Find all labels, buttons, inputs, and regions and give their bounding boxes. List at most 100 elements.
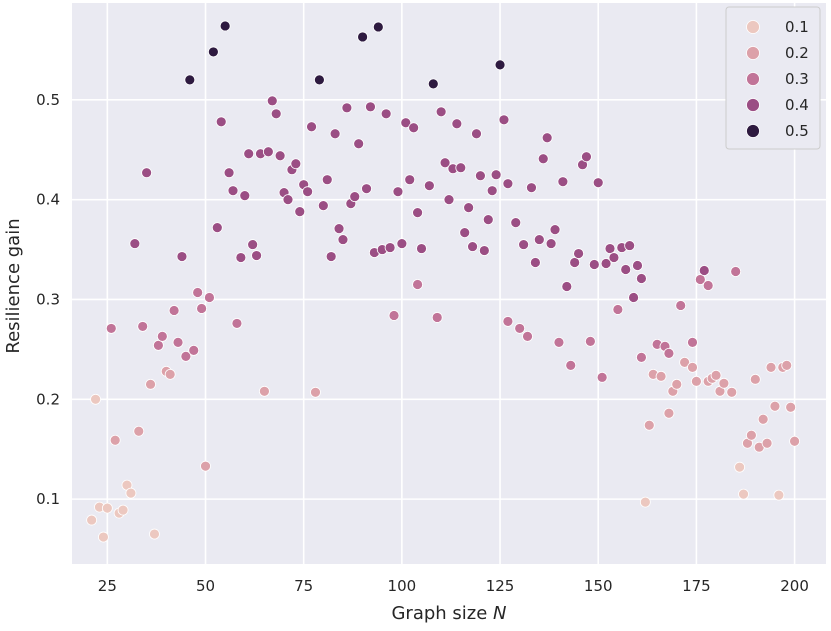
scatter-point [612,304,624,315]
scatter-point [663,347,675,359]
y-tick-label: 0.2 [36,390,60,408]
scatter-point [675,300,687,311]
legend: 0.1 0.2 0.3 0.4 0.5 [725,6,821,150]
legend-label: 0.1 [785,18,809,36]
scatter-point [738,488,749,500]
scatter-point [400,117,412,129]
scatter-point [90,393,101,405]
scatter-point [302,186,314,198]
scatter-point [101,502,113,514]
scatter-point [176,251,188,262]
scatter-point [270,108,282,120]
scatter-point [125,487,137,499]
scatter-point [451,118,463,130]
scatter-point [396,238,408,249]
scatter-point [133,425,145,437]
scatter-point [439,157,451,169]
legend-marker [746,20,760,34]
scatter-point [337,234,349,245]
scatter-point [219,20,231,32]
scatter-point [533,234,545,245]
scatter-point [435,106,447,118]
scatter-point [773,489,785,501]
scatter-point [463,202,475,214]
scatter-point [266,95,278,107]
scatter-point [109,434,121,446]
scatter-point [215,116,227,128]
scatter-point [604,243,616,254]
scatter-point [596,371,608,383]
scatter-point [180,350,192,362]
x-tick-label: 175 [682,577,711,595]
scatter-point [243,148,255,160]
scatter-point [718,377,730,389]
scatter-point [431,312,443,323]
scatter-point [204,292,215,303]
scatter-point [314,74,325,86]
scatter-point [455,162,467,174]
scatter-point [325,251,337,262]
legend-marker [746,46,760,60]
scatter-point [145,378,156,390]
scatter-point [262,146,274,158]
scatter-point [478,245,490,256]
scatter-point [553,336,565,348]
scatter-point [522,331,533,342]
scatter-point [694,274,706,285]
y-tick-label: 0.4 [36,191,60,209]
legend-label: 0.3 [785,70,809,88]
scatter-point [227,185,239,197]
scatter-point [317,200,329,212]
scatter-point [569,257,581,268]
scatter-point [200,460,211,472]
scatter-point [156,331,168,342]
scatter-point [526,182,537,194]
scatter-point [537,153,549,165]
x-tick-label: 50 [196,577,215,595]
scatter-point [573,248,584,259]
scatter-point [423,180,435,192]
scatter-point [502,178,514,190]
x-tick-label: 100 [388,577,417,595]
scatter-point [384,242,396,253]
scatter-point [388,310,400,321]
scatter-point [639,496,651,508]
y-tick-label: 0.1 [36,490,60,508]
legend-label: 0.2 [785,44,809,62]
scatter-point [549,224,561,235]
scatter-point [412,207,423,219]
scatter-point [486,185,498,197]
scatter-point [655,370,667,382]
scatter-point [211,222,223,233]
scatter-point [341,102,353,114]
scatter-point [726,386,738,398]
scatter-point [117,504,129,516]
scatter-point [259,385,270,397]
scatter-point [561,281,573,292]
scatter-point [730,266,742,277]
x-tick-labels: 25 50 75 100 125 150 175 200 [98,577,809,595]
scatter-point [490,169,502,181]
y-tick-labels: 0.1 0.2 0.3 0.4 0.5 [36,91,60,508]
scatter-point [306,121,317,133]
scatter-point [494,59,506,71]
scatter-point [608,252,620,263]
x-tick-label: 150 [584,577,613,595]
scatter-point [671,378,683,390]
scatter-point [467,241,478,252]
scatter-point [412,279,423,290]
legend-marker [746,124,760,138]
scatter-point [687,336,698,348]
scatter-point [529,257,541,268]
scatter-point [235,252,247,263]
scatter-point [620,264,632,275]
scatter-point [600,258,612,269]
scatter-point [357,31,369,43]
scatter-point [164,368,176,380]
scatter-point [192,287,204,298]
scatter-point [188,344,200,356]
scatter-point [687,361,698,373]
scatter-point [557,176,569,188]
scatter-point [231,318,243,329]
legend-label: 0.5 [785,122,809,140]
